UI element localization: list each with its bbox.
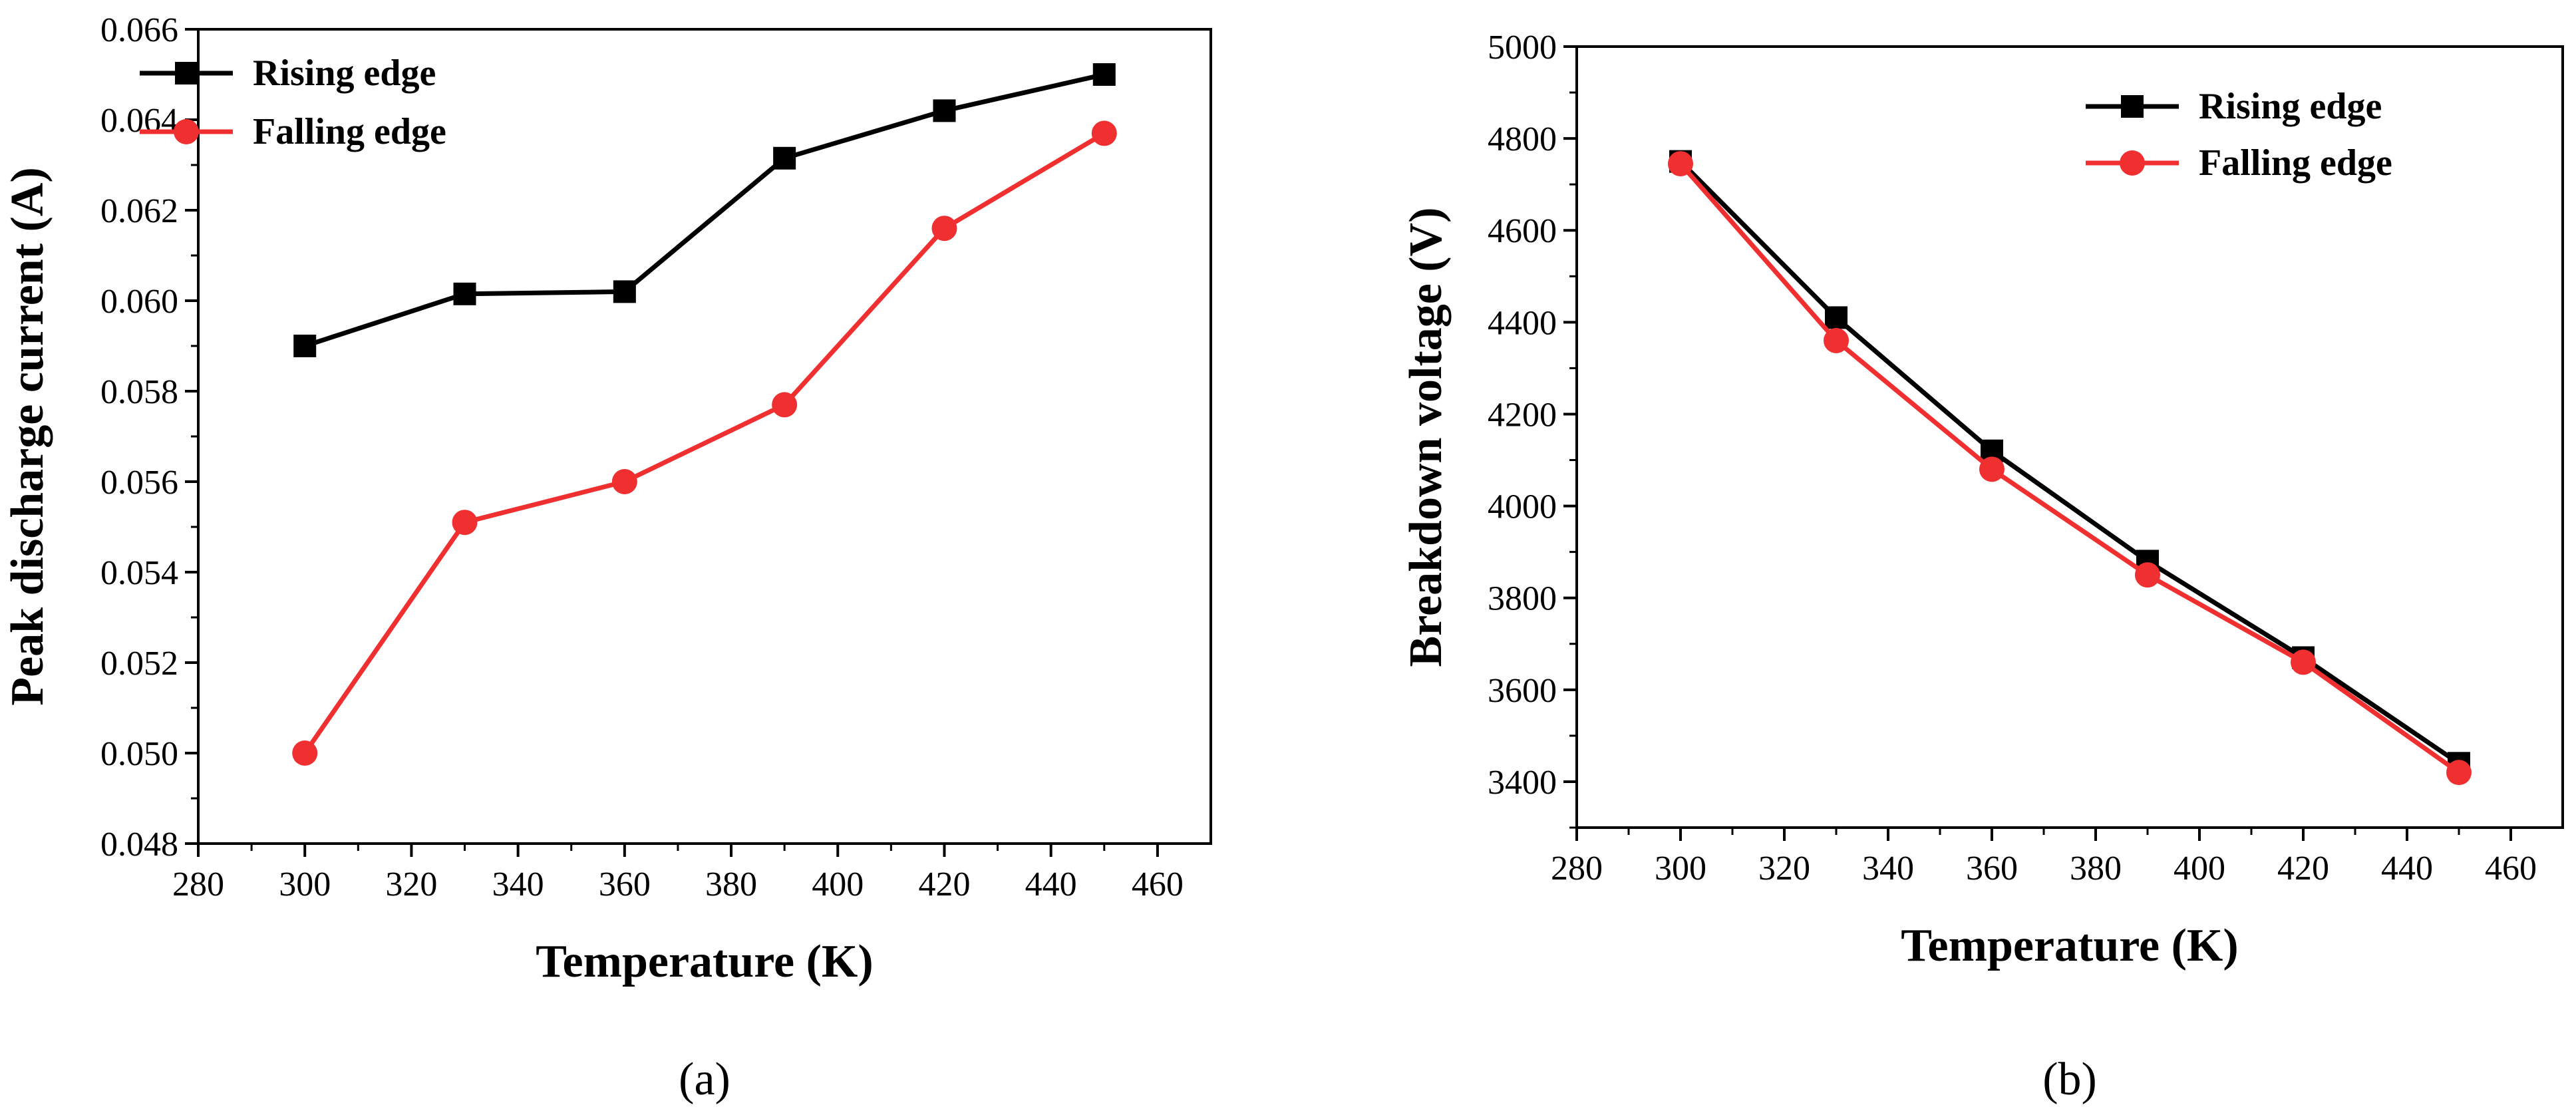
x-tick-label: 320: [1758, 850, 1810, 887]
legend-marker-square: [175, 62, 198, 84]
y-tick-label: 0.066: [100, 11, 178, 49]
series-line-1: [304, 72, 1105, 349]
y-axis-title: Breakdown voltage (V): [1400, 208, 1452, 667]
data-point-square: [453, 282, 476, 305]
x-tick-label: 420: [918, 866, 970, 903]
data-point-circle: [611, 469, 637, 494]
data-point-square: [613, 280, 636, 303]
x-tick-label: 340: [1862, 850, 1914, 887]
data-point-circle: [2446, 760, 2472, 786]
x-axis-title: Temperature (K): [1901, 920, 2238, 971]
chart-panel-b: 280 300 320 340 360 380 400 420 440 460 3400 3600 38…: [1400, 29, 2564, 1105]
y-tick-label: 4000: [1488, 488, 1557, 526]
data-point-circle: [1091, 120, 1117, 146]
x-axis-title: Temperature (K): [536, 936, 873, 987]
panel-label: (b): [2042, 1054, 2097, 1105]
legend-marker-circle: [174, 119, 199, 144]
legend-label: Rising edge: [253, 53, 436, 94]
x-tick-label: 460: [1132, 866, 1184, 903]
data-point-square: [1825, 306, 1848, 329]
data-point-circle: [1979, 456, 2005, 482]
data-point-circle: [772, 392, 798, 418]
x-tick-label: 320: [385, 866, 437, 903]
x-tick-label: 380: [705, 866, 757, 903]
x-tick-label: 340: [492, 866, 544, 903]
data-point-circle: [1824, 327, 1849, 353]
data-point-square: [1092, 63, 1116, 86]
data-point-circle: [2291, 649, 2316, 675]
y-tick-label: 0.048: [100, 826, 178, 864]
chart-panel-a: 280 300 320 340 360 380 400 420 440 460 0.048 0.050…: [2, 11, 1212, 1105]
legend-label: Falling edge: [253, 111, 446, 152]
x-tick-label: 400: [812, 866, 864, 903]
series-line-1: [1679, 160, 2460, 766]
y-tick-label: 4600: [1488, 212, 1557, 250]
data-point-circle: [931, 216, 957, 241]
legend-label: Falling edge: [2199, 142, 2392, 184]
legend-marker-circle: [2120, 150, 2145, 176]
y-tick-label: 4200: [1488, 396, 1557, 434]
data-point-square: [773, 146, 796, 170]
data-point-square: [293, 335, 317, 357]
x-tick-label: 440: [2381, 850, 2433, 887]
y-tick-label: 0.060: [100, 283, 178, 321]
y-axis-title: Peak discharge current (A): [2, 167, 53, 705]
y-tick-label: 0.056: [100, 464, 178, 502]
y-tick-label: 3600: [1488, 672, 1557, 710]
data-point-circle: [292, 740, 318, 766]
y-tick-label: 4400: [1488, 304, 1557, 342]
x-tick-label: 380: [2070, 850, 2122, 887]
x-tick-label: 280: [1551, 850, 1603, 887]
series-line-2: [303, 131, 1106, 754]
x-tick-label: 440: [1025, 866, 1077, 903]
x-tick-label: 460: [2485, 850, 2537, 887]
y-tick-label: 4800: [1488, 120, 1557, 158]
plot-frame: [1575, 45, 2564, 829]
y-tick-label: 3800: [1488, 580, 1557, 618]
x-tick-label: 400: [2174, 850, 2225, 887]
y-tick-label: 0.050: [100, 735, 178, 773]
x-tick-label: 420: [2277, 850, 2329, 887]
legend-label: Rising edge: [2199, 86, 2382, 127]
y-tick-label: 5000: [1488, 29, 1557, 67]
data-point-square: [933, 99, 956, 122]
series-line-2: [1679, 162, 2461, 774]
panel-label: (a): [679, 1054, 730, 1105]
legend-marker-square: [2121, 95, 2144, 118]
y-tick-label: 0.062: [100, 192, 178, 230]
data-point-circle: [2135, 562, 2160, 588]
y-tick-label: 0.052: [100, 645, 178, 683]
data-point-circle: [1668, 151, 1693, 177]
y-tick-label: 0.058: [100, 373, 178, 411]
x-tick-label: 300: [1655, 850, 1706, 887]
y-tick-label: 3400: [1488, 764, 1557, 802]
x-tick-label: 360: [599, 866, 651, 903]
x-tick-label: 360: [1966, 850, 2018, 887]
x-tick-label: 280: [172, 866, 224, 903]
data-point-circle: [452, 510, 478, 536]
x-tick-label: 300: [279, 866, 331, 903]
y-tick-label: 0.054: [100, 554, 178, 592]
